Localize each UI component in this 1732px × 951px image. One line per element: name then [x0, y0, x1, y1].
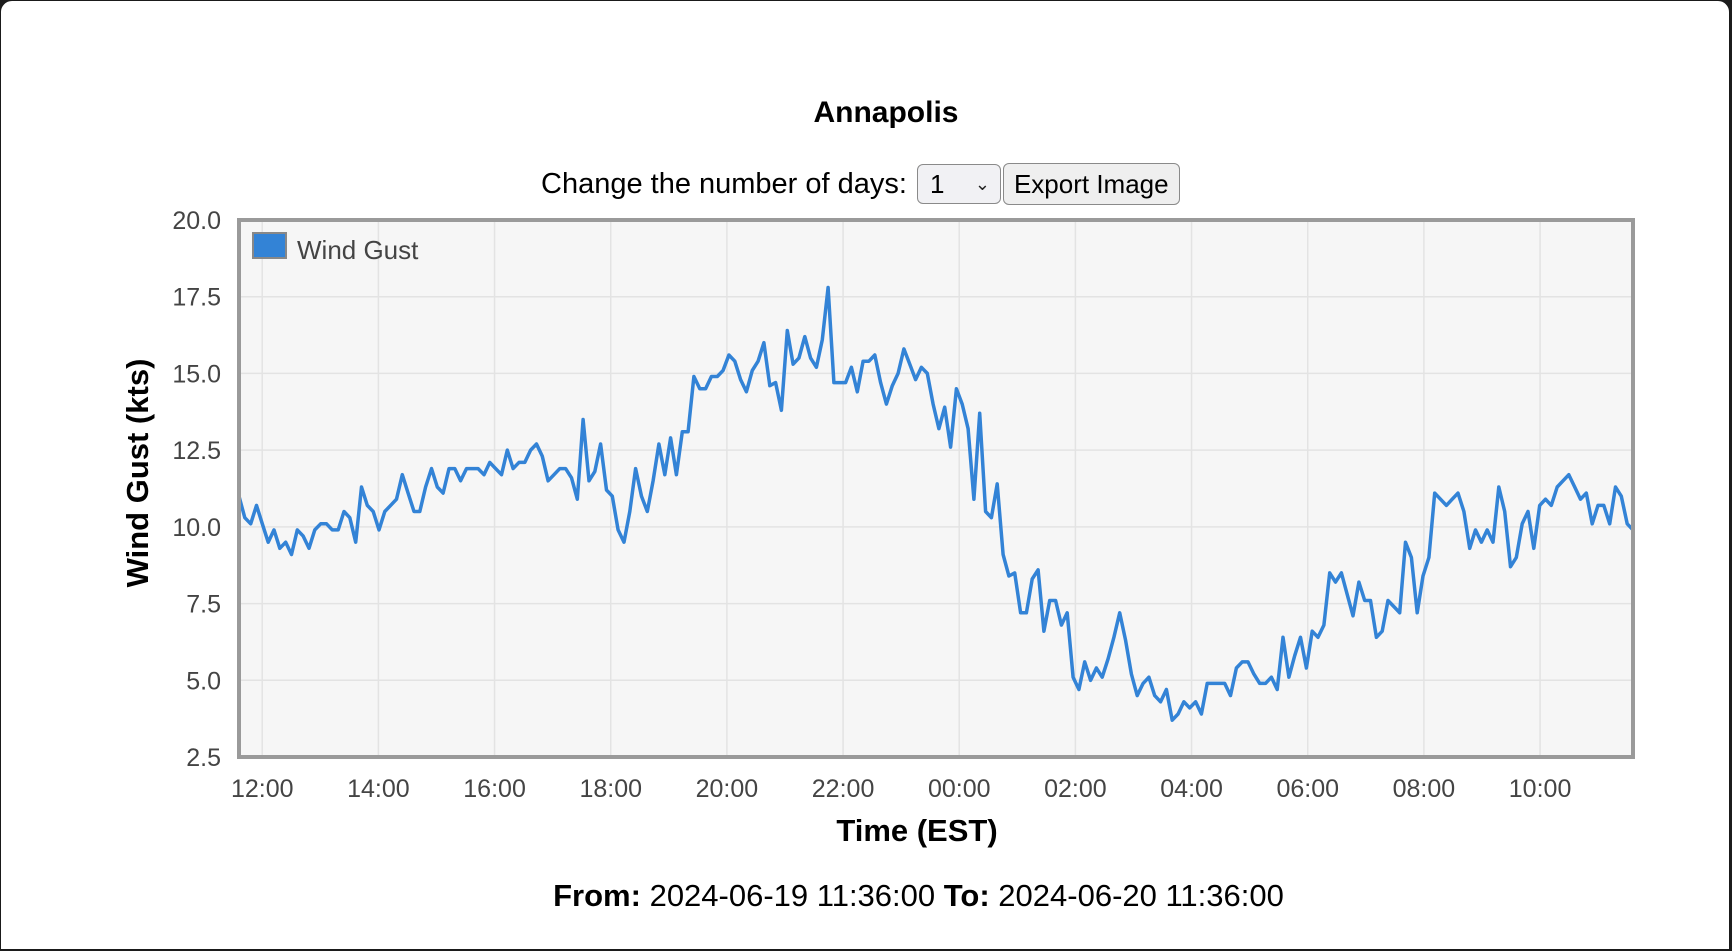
y-tick-label: 2.5 — [186, 744, 221, 772]
legend: Wind Gust — [252, 232, 419, 265]
wind-gust-line — [237, 285, 1635, 722]
x-tick-label: 02:00 — [1044, 775, 1107, 803]
days-select-value: 1 — [929, 168, 945, 199]
legend-label: Wind Gust — [297, 235, 419, 265]
x-tick-label: 04:00 — [1160, 775, 1223, 803]
chevron-down-icon: ⌄ — [974, 173, 990, 194]
to-value: 2024-06-20 11:36:00 — [998, 878, 1284, 913]
x-tick-label: 14:00 — [347, 775, 410, 803]
x-tick-label: 22:00 — [812, 775, 875, 803]
from-label: From: — [553, 878, 641, 913]
plot-background — [239, 220, 1633, 757]
y-tick-label: 20.0 — [172, 207, 221, 235]
y-axis-title: Wind Gust (kts) — [120, 359, 155, 588]
y-tick-label: 15.0 — [172, 360, 221, 388]
x-tick-label: 12:00 — [231, 775, 294, 803]
y-axis: 20.0 17.5 15.0 12.5 10.0 7.5 5.0 2.5 — [172, 207, 221, 772]
x-tick-label: 06:00 — [1276, 775, 1339, 803]
days-label: Change the number of days: — [541, 167, 907, 200]
x-tick-label: 00:00 — [928, 775, 991, 803]
days-select[interactable]: 1 ⌄ — [916, 164, 1001, 204]
x-axis: 12:00 14:00 16:00 18:00 20:00 22:00 00:00 02:00… — [231, 775, 1571, 803]
days-controls: Change the number of days: 1 ⌄ Export Im… — [541, 163, 1180, 205]
date-range: From: 2024-06-19 11:36:00 To: 2024-06-20… — [1, 878, 1732, 914]
y-tick-label: 17.5 — [172, 284, 221, 312]
x-axis-title: Time (EST) — [836, 813, 997, 848]
export-image-button[interactable]: Export Image — [1002, 163, 1180, 205]
x-tick-label: 18:00 — [579, 775, 642, 803]
y-tick-label: 12.5 — [172, 437, 221, 465]
x-tick-label: 10:00 — [1509, 775, 1572, 803]
y-tick-label: 5.0 — [186, 667, 221, 695]
y-tick-label: 7.5 — [186, 591, 221, 619]
legend-swatch — [252, 232, 287, 259]
x-tick-label: 08:00 — [1393, 775, 1456, 803]
page-title: Annapolis — [813, 96, 959, 129]
from-value: 2024-06-19 11:36:00 — [649, 878, 936, 913]
plot-border — [237, 218, 1635, 759]
to-label: To: — [943, 878, 990, 913]
y-tick-label: 10.0 — [172, 514, 221, 542]
x-tick-label: 20:00 — [696, 775, 759, 803]
x-tick-label: 16:00 — [463, 775, 526, 803]
